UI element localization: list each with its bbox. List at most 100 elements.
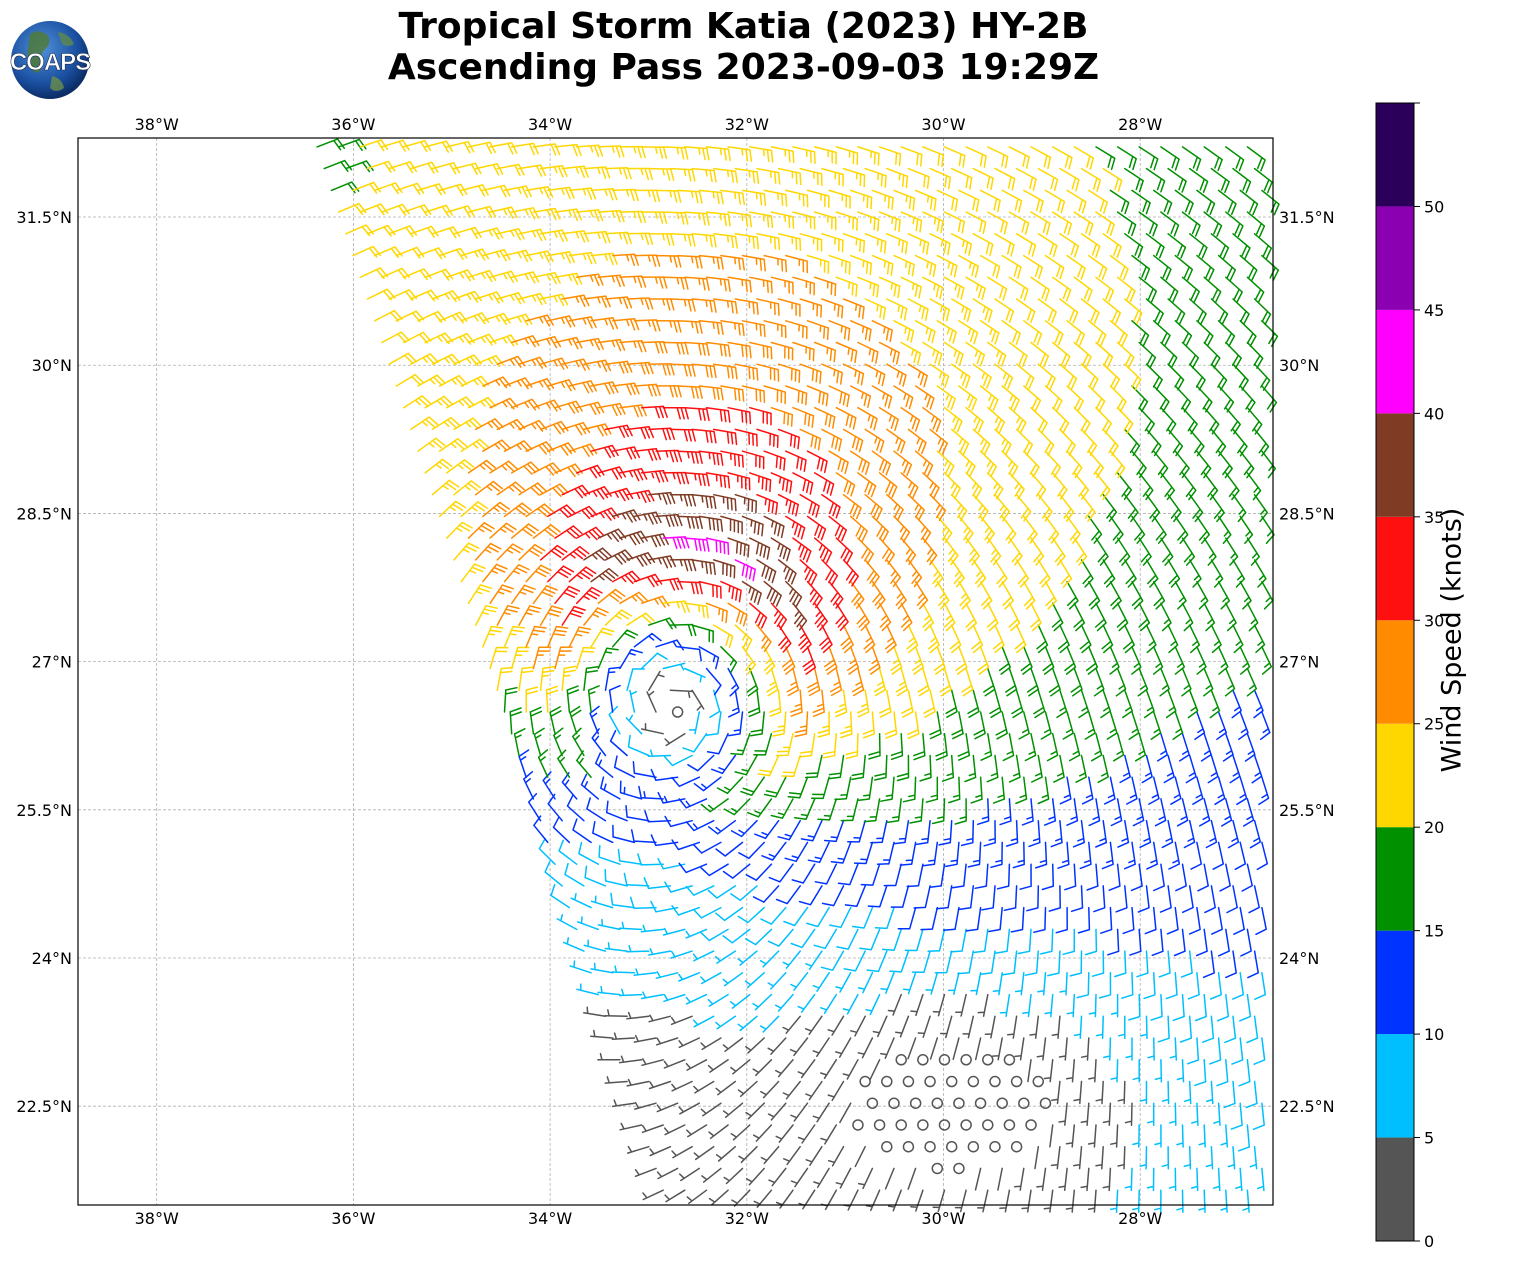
wind-barb <box>1031 754 1043 783</box>
wind-barb <box>532 399 562 412</box>
wind-barb <box>849 189 873 210</box>
wind-barb <box>510 398 540 411</box>
wind-barb <box>1187 972 1200 1000</box>
wind-barb <box>438 500 467 518</box>
wind-barb <box>1006 1015 1018 1039</box>
wind-barb <box>720 189 746 206</box>
wind-barb <box>893 450 913 476</box>
wind-barb <box>568 251 597 265</box>
wind-barb <box>887 1189 902 1212</box>
wind-barb <box>745 1167 765 1186</box>
wind-barb <box>936 385 956 411</box>
wind-barb <box>467 459 497 474</box>
wind-barb <box>960 819 975 847</box>
tick-label-lon-top: 30°W <box>921 115 965 134</box>
tick-label-lat-right: 28.5°N <box>1279 504 1335 523</box>
wind-barb <box>1261 646 1273 675</box>
wind-barb <box>417 374 446 387</box>
calm-marker <box>671 706 684 718</box>
wind-barb <box>857 146 880 166</box>
wind-barb <box>1212 841 1225 870</box>
wind-barb <box>1253 689 1264 719</box>
wind-barb <box>925 972 939 995</box>
calm-marker <box>967 1075 980 1088</box>
wind-barb <box>1030 341 1050 368</box>
wind-barb <box>1059 363 1078 390</box>
wind-barb <box>752 885 780 903</box>
wind-barb <box>1241 863 1253 892</box>
wind-barb <box>899 841 917 866</box>
wind-barb <box>1102 167 1123 193</box>
wind-barb <box>1183 1080 1192 1105</box>
wind-barb <box>1119 754 1131 784</box>
wind-barb <box>864 233 887 254</box>
wind-barb <box>880 972 895 994</box>
wind-barb <box>887 993 902 1016</box>
wind-barb <box>729 993 751 1009</box>
wind-barb <box>844 885 866 908</box>
wind-barb <box>1117 819 1130 848</box>
wind-barb <box>949 624 962 654</box>
wind-barb <box>1048 667 1061 697</box>
wind-barb <box>1122 689 1133 719</box>
wind-barb <box>835 341 858 364</box>
wind-barb <box>707 993 729 1007</box>
wind-barb <box>828 450 849 475</box>
wind-barb <box>700 928 729 942</box>
wind-barb <box>1080 1102 1090 1126</box>
wind-barb <box>538 837 556 865</box>
wind-barb <box>1093 885 1106 913</box>
wind-barb <box>799 732 816 758</box>
wind-barb <box>799 428 822 451</box>
wind-barb <box>715 1080 737 1096</box>
tick-label-lon-bottom: 34°W <box>528 1209 572 1228</box>
wind-barb <box>1246 602 1259 632</box>
wind-barb <box>676 646 702 662</box>
wind-barb <box>995 928 1011 954</box>
wind-barb <box>950 298 972 322</box>
wind-barb <box>597 274 625 288</box>
wind-barb <box>1248 885 1260 914</box>
wind-barb <box>1027 1059 1032 1083</box>
wind-barb <box>489 142 518 155</box>
wind-barb <box>1070 667 1083 697</box>
calm-marker <box>859 1075 871 1088</box>
wind-barb <box>604 231 632 245</box>
tick-label-lat-left: 30°N <box>32 356 72 375</box>
wind-barb <box>597 647 619 670</box>
wind-barb <box>518 356 547 369</box>
wind-barb <box>1073 406 1091 434</box>
wind-barb <box>1014 1037 1025 1061</box>
wind-barb <box>692 906 722 919</box>
wind-barb <box>842 298 865 320</box>
wind-barb <box>539 605 564 626</box>
wind-barb <box>1128 711 1140 740</box>
wind-barb <box>554 585 581 605</box>
wind-barb <box>1203 472 1219 501</box>
wind-barb <box>835 472 856 497</box>
wind-barb <box>929 298 951 322</box>
wind-barb <box>1181 602 1194 632</box>
wind-barb <box>1203 537 1217 566</box>
wind-barb <box>489 460 518 474</box>
wind-barb <box>720 646 738 673</box>
wind-barb <box>1188 559 1202 588</box>
wind-barb <box>1154 1189 1162 1213</box>
wind-barb <box>691 298 717 313</box>
wind-barb <box>1245 1080 1258 1109</box>
wind-barb <box>1088 254 1108 280</box>
wind-barb <box>1023 385 1042 412</box>
wind-barb <box>1188 167 1209 193</box>
wind-barb <box>907 1167 917 1190</box>
wind-barb <box>572 818 592 844</box>
wind-barb <box>1232 167 1252 194</box>
wind-barb <box>359 139 389 152</box>
wind-barb <box>722 1102 744 1119</box>
calm-marker <box>1003 1119 1016 1131</box>
wind-barb <box>474 291 504 304</box>
wind-barb <box>871 580 886 610</box>
wind-barb <box>922 146 945 168</box>
wind-barb <box>792 211 816 230</box>
wind-barb <box>915 819 931 846</box>
wind-barb <box>664 815 693 828</box>
